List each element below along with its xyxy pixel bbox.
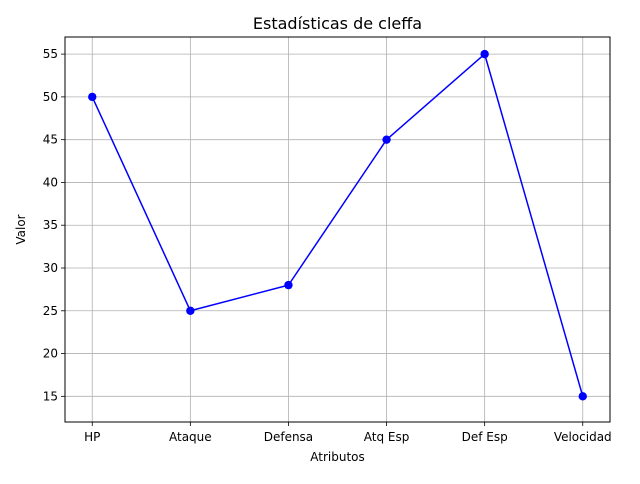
x-tick-label: Velocidad — [554, 430, 612, 444]
x-axis-label: Atributos — [310, 450, 365, 464]
y-tick-label: 20 — [43, 347, 58, 361]
y-tick-label: 35 — [43, 218, 58, 232]
y-tick-label: 45 — [43, 133, 58, 147]
chart-title: Estadísticas de cleffa — [253, 14, 422, 33]
x-tick-label: Def Esp — [462, 430, 508, 444]
y-tick-label: 50 — [43, 90, 58, 104]
x-axis: HP Ataque Defensa Atq Esp Def Esp Velocidad — [84, 422, 612, 444]
y-tick-label: 25 — [43, 304, 58, 318]
data-point — [480, 49, 489, 59]
y-axis-label: Valor — [14, 214, 28, 244]
y-tick-label: 40 — [43, 175, 58, 189]
plot-frame — [64, 36, 611, 423]
y-tick-label: 30 — [43, 261, 58, 275]
series — [88, 49, 587, 401]
grid — [65, 37, 610, 422]
x-tick-label: Atq Esp — [364, 430, 410, 444]
data-point — [578, 392, 587, 401]
x-tick-label: Ataque — [169, 430, 212, 444]
y-tick-label: 55 — [43, 47, 58, 61]
series-line — [91, 53, 584, 397]
y-tick-label: 15 — [43, 389, 58, 403]
data-point — [186, 306, 195, 315]
data-point — [382, 135, 391, 144]
data-point — [88, 92, 97, 102]
data-point — [284, 280, 293, 290]
x-tick-label: HP — [84, 430, 100, 444]
y-axis: 15 20 25 30 35 40 45 50 55 — [43, 47, 65, 403]
x-tick-label: Defensa — [264, 430, 313, 444]
